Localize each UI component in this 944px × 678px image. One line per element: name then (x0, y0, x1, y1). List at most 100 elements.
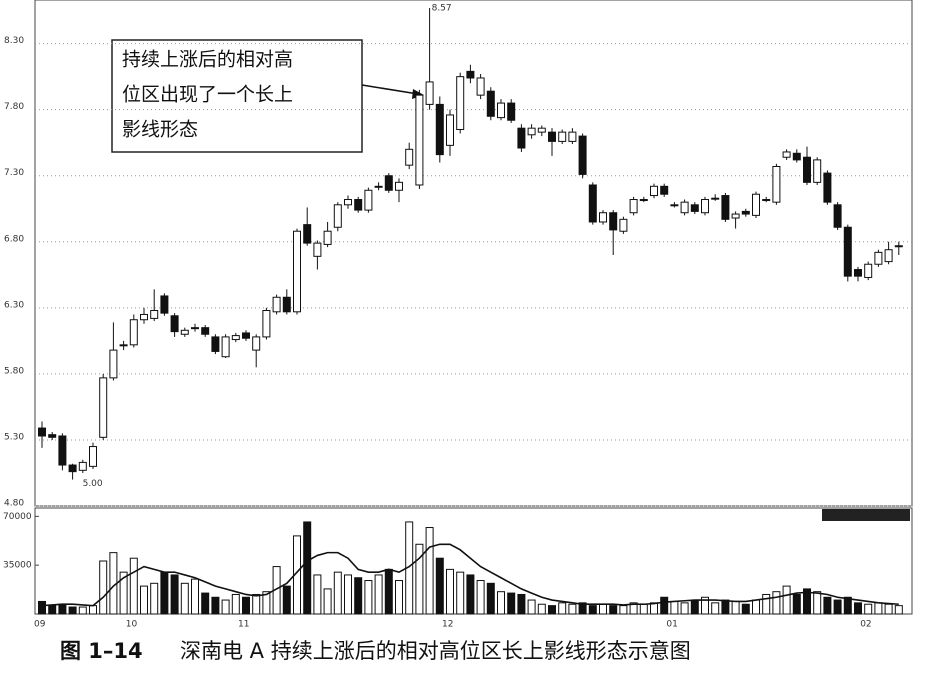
volume-bar (813, 591, 822, 615)
volume-bar (792, 593, 801, 615)
candle-body (384, 175, 393, 191)
x-tick-label: 01 (666, 620, 677, 630)
volume-bar (517, 593, 526, 615)
candle-body (527, 127, 536, 136)
arrow-head (412, 89, 424, 99)
volume-bar (721, 599, 730, 615)
candle-body (191, 327, 199, 330)
y-tick-label: 5.80 (4, 366, 24, 376)
volume-bar (823, 596, 832, 615)
candle-body (272, 296, 281, 313)
volume-bar (150, 582, 159, 615)
candle-body (762, 199, 771, 202)
annotation-line: 位区出现了一个长上 (122, 84, 293, 106)
candle-body (58, 435, 67, 466)
candle-body (446, 114, 454, 146)
volume-bar (701, 596, 709, 615)
y-tick-label: 4.80 (4, 499, 24, 509)
volume-bar (48, 605, 57, 615)
volume-bar (874, 602, 883, 615)
candle-body (364, 189, 373, 211)
candle-body (374, 185, 383, 188)
candle-body (89, 446, 97, 467)
volume-bar (170, 574, 179, 615)
volume-bar (201, 592, 210, 615)
volume-bar (99, 560, 108, 615)
volume-bar (191, 578, 199, 615)
volume-bar (650, 602, 658, 615)
annotation: 持续上涨后的相对高 位区出现了一个长上 影线形态 (111, 39, 424, 153)
candle-body (262, 309, 271, 338)
candle-body (435, 103, 444, 156)
candle-body (395, 181, 403, 191)
y-tick-label: 7.80 (4, 102, 24, 112)
volume-bar (558, 602, 567, 615)
volume-bar (364, 580, 373, 615)
volume-bar (476, 580, 485, 615)
volume-bar (425, 527, 434, 615)
volume-bar (354, 577, 363, 615)
candle-body (140, 313, 148, 321)
candle-body (731, 213, 740, 219)
volume-bar (456, 571, 465, 615)
candle-body (333, 204, 342, 228)
volume-bar (619, 605, 628, 615)
candle-body (68, 464, 77, 473)
volume-bar (588, 605, 597, 615)
volume-bar (772, 591, 781, 615)
volume-bar (782, 585, 791, 615)
candle-body (690, 204, 699, 212)
x-tick-label: 09 (34, 620, 46, 630)
x-tick-label: 10 (126, 620, 138, 630)
volume-bar (639, 603, 648, 615)
candle-body (99, 377, 108, 438)
candle-body (599, 212, 607, 223)
volume-bar (344, 574, 352, 615)
volume-bar (435, 557, 444, 615)
candle-body (323, 230, 332, 245)
volume-bar (252, 593, 261, 615)
volume-bar (119, 571, 128, 615)
volume-bar (752, 599, 760, 615)
candle-body (231, 335, 240, 341)
volume-bar (446, 568, 454, 615)
y-tick-label: 6.30 (4, 300, 24, 310)
volume-bar (262, 591, 271, 615)
candle-body (48, 434, 57, 438)
volume-bar (303, 521, 312, 615)
x-tick-label: 11 (238, 620, 249, 630)
candle-body (160, 295, 169, 314)
volume-tick-label: 70000 (3, 512, 32, 522)
volume-bar (527, 599, 536, 615)
candle-body (833, 204, 842, 228)
candle-body (537, 127, 546, 133)
candle-body (772, 165, 781, 203)
volume-bar (884, 603, 893, 615)
volume-bar (741, 603, 750, 615)
volume-bar (548, 605, 556, 615)
candle-body (425, 81, 434, 105)
candle-body (792, 152, 801, 161)
volume-bar (242, 596, 250, 615)
candle-body (864, 263, 873, 278)
candle-body (874, 251, 883, 265)
volume-bar (374, 574, 383, 615)
volume-bar (894, 605, 903, 615)
candle-body (129, 319, 138, 346)
candle-body (619, 218, 628, 232)
volume-bar (160, 571, 169, 615)
volume-bar (129, 557, 138, 615)
candle-body (476, 77, 485, 96)
volume-bar (486, 582, 495, 615)
candle-body (497, 102, 505, 119)
volume-bar (333, 571, 342, 615)
volume-bar (78, 606, 87, 615)
candle-body (894, 245, 903, 248)
y-tick-label: 7.30 (4, 168, 24, 178)
volume-ma-line (41, 543, 899, 607)
candle-body (507, 102, 516, 121)
candle-body (119, 344, 128, 347)
volume-bar (680, 602, 689, 615)
